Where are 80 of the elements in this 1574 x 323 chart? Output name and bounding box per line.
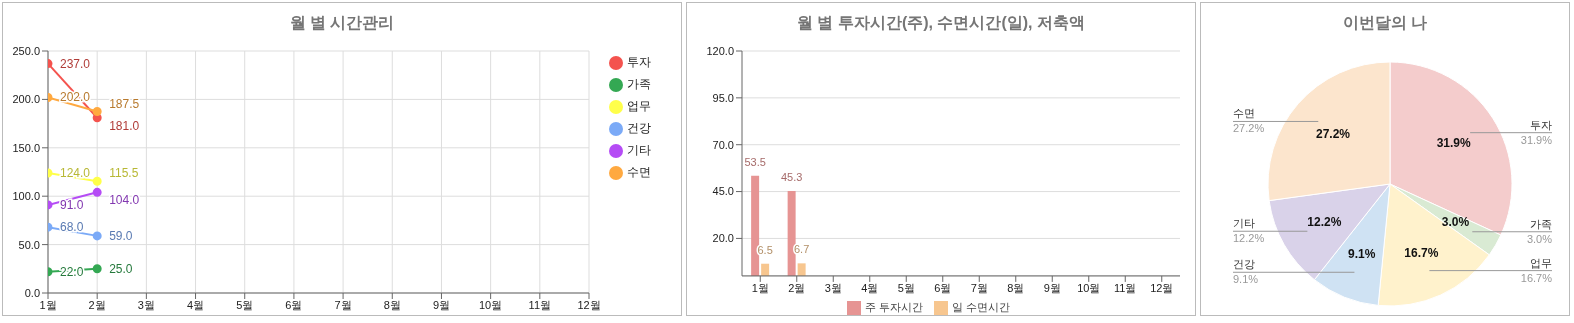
y-tick-label: 200.0 [12,93,40,106]
text: 27.2% [1233,122,1265,135]
x-tick-label: 4월 [861,281,879,294]
chart-title: 월 별 투자시간(주), 수면시간(일), 저축액 [796,13,1086,33]
chart-title: 이번달의 나 [1341,13,1429,33]
y-tick-label: 250.0 [12,44,40,57]
data-label: 9.1% [1348,247,1376,262]
y-tick-label: 20.0 [712,232,734,245]
bar [761,263,770,276]
data-label: 187.5 [109,96,140,111]
legend-label: 가족 [627,77,651,91]
data-label: 12.2% [1307,214,1342,229]
legend-label: 일 수면시간 [951,300,1010,313]
x-tick-label: 9월 [432,298,451,311]
x-tick-label: 3월 [824,281,842,294]
x-tick-label: 7월 [334,298,352,311]
x-tick-label: 2월 [88,298,106,311]
data-label: 31.9% [1436,136,1472,151]
data-label: 45.3 [780,171,803,183]
x-tick-label: 6월 [934,281,952,294]
slice-label: 기타 [1233,217,1255,230]
slice-label: 건강 [1233,258,1255,271]
x-tick-label: 5월 [897,281,915,294]
x-tick-label: 11월 [1114,281,1137,294]
slice-label: 가족 [1530,217,1552,230]
x-tick-label: 10월 [1077,281,1101,294]
x-tick-label: 4월 [186,298,205,311]
data-label: 16.7% [1404,245,1439,260]
data-label: 124.0 [60,165,91,180]
x-tick-label: 2월 [788,281,806,294]
y-tick-label: 120.0 [706,44,734,57]
data-label: 59.0 [109,228,133,243]
x-tick-label: 12월 [577,298,601,311]
data-label: 53.5 [744,155,766,168]
text: 31.9% [1520,133,1552,146]
y-tick-label: 70.0 [712,138,734,151]
x-tick-label: 9월 [1043,281,1061,294]
bar [751,175,760,276]
text: 16.7% [1520,271,1552,284]
slice-label: 투자 [1530,118,1552,131]
y-tick-label: 100.0 [12,190,40,203]
y-tick-label: 45.0 [712,185,734,198]
x-tick-label: 8월 [1007,281,1025,294]
x-tick-label: 6월 [285,298,303,311]
y-tick-label: 95.0 [712,91,734,104]
bar [797,263,806,276]
data-label: 181.0 [109,118,140,133]
x-tick-label: 3월 [137,298,155,311]
x-tick-label: 1월 [751,281,769,294]
data-label: 27.2% [1315,127,1351,142]
slice-label: 수면 [1233,107,1255,120]
x-tick-label: 10월 [479,298,503,311]
data-label: 91.0 [60,197,84,212]
data-label: 237.0 [60,56,91,71]
x-tick-label: 7월 [970,281,988,294]
x-tick-label: 12월 [1150,281,1174,294]
bar [787,191,796,276]
chart-title: 월 별 시간관리 [288,13,396,33]
data-label: 3.0% [1441,214,1470,229]
data-label: 104.0 [109,193,140,208]
text: 12.2% [1233,232,1265,245]
x-tick-label: 5월 [236,298,254,311]
legend-label: 수면 [627,165,651,179]
x-tick-label: 1월 [39,298,57,311]
data-label: 115.5 [109,166,139,181]
text: 9.1% [1233,273,1259,286]
data-label: 25.0 [109,261,133,276]
x-tick-label: 8월 [383,298,401,311]
y-tick-label: 0.0 [24,286,40,299]
slice-label: 업무 [1530,256,1552,269]
y-tick-label: 150.0 [12,141,40,154]
legend-label: 주 투자시간 [865,300,924,313]
legend-label: 업무 [627,99,651,113]
text: 3.0% [1526,232,1552,245]
x-tick-label: 11월 [528,298,552,311]
y-tick-label: 50.0 [18,238,40,251]
legend-label: 건강 [627,121,651,135]
legend-label: 투자 [627,55,651,69]
data-label: 68.0 [60,220,84,235]
legend-label: 기타 [627,143,651,157]
